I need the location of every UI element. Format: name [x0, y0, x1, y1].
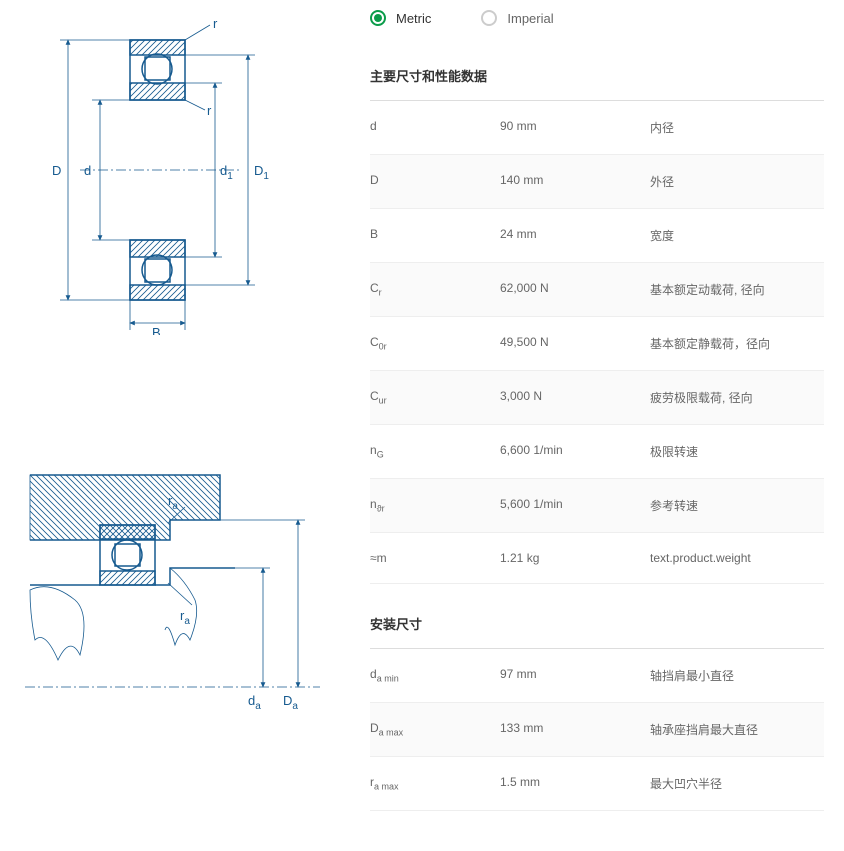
spec-symbol: d — [370, 119, 500, 136]
spec-symbol: nG — [370, 443, 500, 460]
spec-symbol: da min — [370, 667, 500, 684]
dim-label-D1: D — [254, 163, 263, 178]
spec-value: 90 mm — [500, 119, 650, 136]
main-dimensions-section: 主要尺寸和性能数据 d90 mm内径D140 mm外径B24 mm宽度Cr62,… — [370, 66, 824, 584]
spec-symbol: Cur — [370, 389, 500, 406]
svg-text:D1: D1 — [254, 163, 269, 182]
spec-value: 97 mm — [500, 667, 650, 684]
radio-icon — [481, 10, 497, 26]
spec-row: C0r49,500 N基本额定静载荷，径向 — [370, 317, 824, 371]
spec-row: ≈m1.21 kgtext.product.weight — [370, 533, 824, 584]
spec-row: Cur3,000 N疲劳极限载荷, 径向 — [370, 371, 824, 425]
spec-value: 62,000 N — [500, 281, 650, 298]
spec-row: Da max133 mm轴承座挡肩最大直径 — [370, 703, 824, 757]
spec-symbol: B — [370, 227, 500, 244]
spec-description: 轴承座挡肩最大直径 — [650, 721, 824, 738]
spec-description: 参考转速 — [650, 497, 824, 514]
bearing-cross-section-diagram: D d d1 D1 r r B — [20, 15, 330, 335]
svg-text:Da: Da — [283, 693, 298, 712]
spec-row: Cr62,000 N基本额定动载荷, 径向 — [370, 263, 824, 317]
mounting-diagram: ra ra da Da — [20, 465, 330, 735]
spec-description: 轴挡肩最小直径 — [650, 667, 824, 684]
imperial-label: Imperial — [507, 11, 553, 26]
spec-description: 外径 — [650, 173, 824, 190]
spec-value: 133 mm — [500, 721, 650, 738]
unit-selector: Metric Imperial — [370, 10, 824, 26]
spec-value: 1.21 kg — [500, 551, 650, 565]
spec-description: 基本额定动载荷, 径向 — [650, 281, 824, 298]
spec-symbol: Cr — [370, 281, 500, 298]
spec-description: 内径 — [650, 119, 824, 136]
spec-value: 6,600 1/min — [500, 443, 650, 460]
spec-value: 5,600 1/min — [500, 497, 650, 514]
section-header: 安装尺寸 — [370, 614, 824, 649]
dim-label-Da: D — [283, 693, 292, 708]
spec-description: 基本额定静载荷，径向 — [650, 335, 824, 352]
dim-label-d: d — [84, 163, 91, 178]
dim-label-r1: r — [213, 16, 218, 31]
spec-symbol: C0r — [370, 335, 500, 352]
metric-radio[interactable]: Metric — [370, 10, 431, 26]
mounting-dimensions-section: 安装尺寸 da min97 mm轴挡肩最小直径Da max133 mm轴承座挡肩… — [370, 614, 824, 811]
dim-label-B: B — [152, 325, 161, 335]
spec-row: nG6,600 1/min极限转速 — [370, 425, 824, 479]
spec-row: nϑr5,600 1/min参考转速 — [370, 479, 824, 533]
spec-description: 疲劳极限载荷, 径向 — [650, 389, 824, 406]
spec-symbol: ≈m — [370, 551, 500, 565]
spec-description: 最大凹穴半径 — [650, 775, 824, 792]
spec-symbol: nϑr — [370, 497, 500, 514]
metric-label: Metric — [396, 11, 431, 26]
svg-text:d1: d1 — [220, 163, 233, 182]
dim-label-D: D — [52, 163, 61, 178]
spec-symbol: Da max — [370, 721, 500, 738]
spec-row: D140 mm外径 — [370, 155, 824, 209]
spec-value: 140 mm — [500, 173, 650, 190]
svg-text:ra: ra — [180, 608, 190, 627]
dim-label-d1: d — [220, 163, 227, 178]
radio-icon — [370, 10, 386, 26]
imperial-radio[interactable]: Imperial — [481, 10, 553, 26]
spec-value: 1.5 mm — [500, 775, 650, 792]
spec-symbol: ra max — [370, 775, 500, 792]
spec-row: B24 mm宽度 — [370, 209, 824, 263]
section-header: 主要尺寸和性能数据 — [370, 66, 824, 101]
spec-row: ra max1.5 mm最大凹穴半径 — [370, 757, 824, 811]
spec-value: 24 mm — [500, 227, 650, 244]
spec-value: 3,000 N — [500, 389, 650, 406]
spec-description: 宽度 — [650, 227, 824, 244]
spec-description: text.product.weight — [650, 551, 824, 565]
spec-value: 49,500 N — [500, 335, 650, 352]
spec-row: da min97 mm轴挡肩最小直径 — [370, 649, 824, 703]
dim-label-r2: r — [207, 103, 212, 118]
svg-text:da: da — [248, 693, 261, 712]
dim-label-da: d — [248, 693, 255, 708]
spec-description: 极限转速 — [650, 443, 824, 460]
spec-symbol: D — [370, 173, 500, 190]
spec-row: d90 mm内径 — [370, 101, 824, 155]
